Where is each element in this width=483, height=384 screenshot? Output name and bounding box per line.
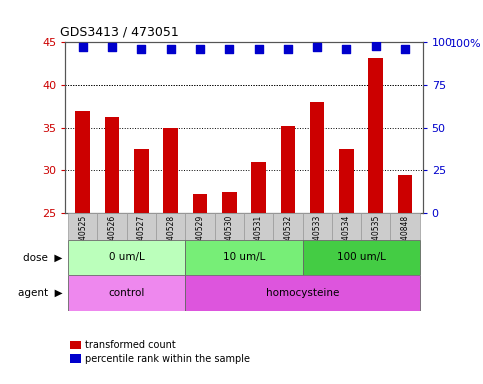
Text: GDS3413 / 473051: GDS3413 / 473051 xyxy=(60,25,179,38)
Text: homocysteine: homocysteine xyxy=(266,288,339,298)
Text: GSM240526: GSM240526 xyxy=(108,214,116,261)
Text: GSM240848: GSM240848 xyxy=(400,214,410,261)
Text: GSM240528: GSM240528 xyxy=(166,214,175,261)
Text: GSM240535: GSM240535 xyxy=(371,214,380,261)
Text: GSM240532: GSM240532 xyxy=(284,214,292,261)
Text: GSM240529: GSM240529 xyxy=(196,214,204,261)
Text: control: control xyxy=(109,288,145,298)
Point xyxy=(79,44,86,50)
Bar xyxy=(127,213,156,240)
Text: 0 um/L: 0 um/L xyxy=(109,252,144,262)
Point xyxy=(313,44,321,50)
Bar xyxy=(185,213,214,240)
Text: transformed count: transformed count xyxy=(85,340,175,350)
Bar xyxy=(302,213,332,240)
Bar xyxy=(185,240,302,275)
Text: GSM240530: GSM240530 xyxy=(225,214,234,261)
Bar xyxy=(251,162,266,213)
Bar xyxy=(105,118,119,213)
Point xyxy=(372,43,380,49)
Bar xyxy=(214,213,244,240)
Text: GSM240527: GSM240527 xyxy=(137,214,146,261)
Bar xyxy=(68,275,185,311)
Text: GSM240531: GSM240531 xyxy=(254,214,263,261)
Bar xyxy=(361,213,390,240)
Bar xyxy=(398,175,412,213)
Bar xyxy=(332,213,361,240)
Point xyxy=(284,46,292,52)
Text: dose  ▶: dose ▶ xyxy=(23,252,63,262)
Bar xyxy=(163,127,178,213)
Bar xyxy=(193,194,207,213)
Y-axis label: 100%: 100% xyxy=(450,39,482,49)
Bar xyxy=(302,240,420,275)
Text: GSM240525: GSM240525 xyxy=(78,214,87,261)
Text: 100 um/L: 100 um/L xyxy=(337,252,385,262)
Bar xyxy=(390,213,420,240)
Bar xyxy=(68,213,98,240)
Point xyxy=(342,46,350,52)
Bar xyxy=(75,111,90,213)
Point xyxy=(226,46,233,52)
Bar xyxy=(281,126,295,213)
Point xyxy=(167,46,174,52)
Text: 10 um/L: 10 um/L xyxy=(223,252,265,262)
Bar xyxy=(156,213,185,240)
Bar xyxy=(369,58,383,213)
Bar xyxy=(185,275,420,311)
Text: agent  ▶: agent ▶ xyxy=(18,288,63,298)
Bar xyxy=(244,213,273,240)
Bar xyxy=(273,213,302,240)
Text: percentile rank within the sample: percentile rank within the sample xyxy=(85,354,250,364)
Text: GSM240533: GSM240533 xyxy=(313,214,322,261)
Bar xyxy=(98,213,127,240)
Point xyxy=(108,44,116,50)
Bar xyxy=(339,149,354,213)
Text: GSM240534: GSM240534 xyxy=(342,214,351,261)
Bar xyxy=(310,102,325,213)
Point xyxy=(255,46,262,52)
Bar xyxy=(222,192,237,213)
Bar xyxy=(134,149,149,213)
Point xyxy=(196,46,204,52)
Point xyxy=(138,46,145,52)
Bar xyxy=(68,240,185,275)
Point xyxy=(401,46,409,52)
